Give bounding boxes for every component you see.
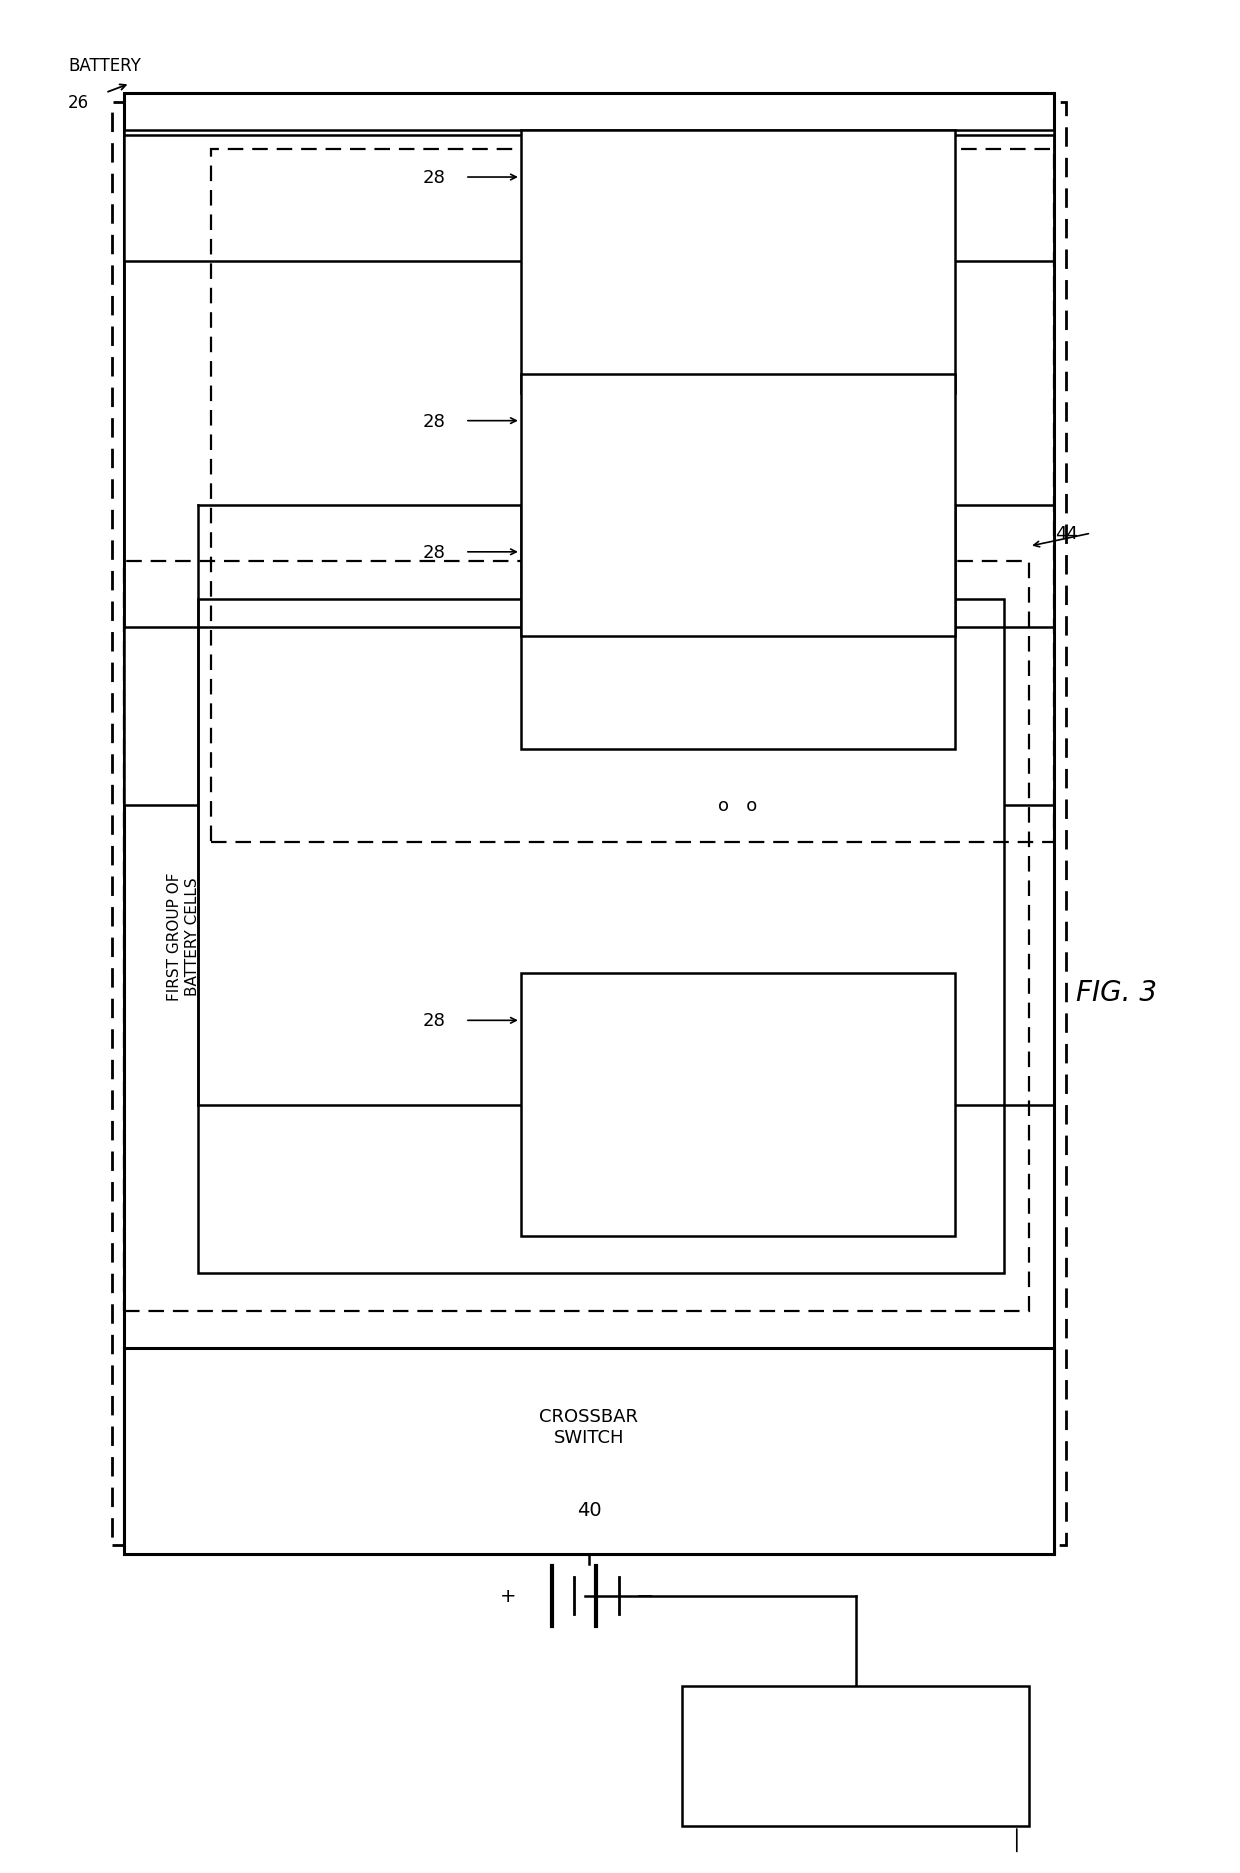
Text: o   o: o o — [718, 440, 758, 459]
Text: BATTERY
CELL: BATTERY CELL — [698, 243, 777, 281]
Text: 44: 44 — [1055, 524, 1078, 543]
Bar — [198, 599, 1004, 1274]
Text: CONTROLLER: CONTROLLER — [800, 1733, 911, 1751]
Text: FIG. 3: FIG. 3 — [1075, 980, 1157, 1006]
Text: −: − — [635, 1586, 655, 1605]
Bar — [211, 150, 1054, 843]
Bar — [521, 375, 955, 637]
Bar — [124, 562, 1029, 1311]
Text: 26: 26 — [68, 94, 89, 112]
Bar — [521, 131, 955, 393]
Text: BATTERY
CELL: BATTERY CELL — [698, 487, 777, 524]
Text: o   o: o o — [718, 796, 758, 815]
Text: BATTERY
CELL: BATTERY CELL — [698, 609, 777, 646]
Bar — [521, 974, 955, 1236]
Text: 42: 42 — [553, 534, 575, 553]
Text: FIRST GROUP OF
BATTERY CELLS
IN SERIES: FIRST GROUP OF BATTERY CELLS IN SERIES — [167, 873, 217, 1000]
Bar — [682, 1686, 1029, 1826]
Bar — [124, 94, 1054, 1555]
Bar — [124, 1349, 1054, 1555]
Text: CROSSBAR
SWITCH: CROSSBAR SWITCH — [539, 1407, 639, 1446]
Text: 40: 40 — [577, 1500, 601, 1519]
Text: o   o: o o — [755, 553, 795, 571]
Text: SECOND GROUP OF
BATTERY CELLS
IN SERIES: SECOND GROUP OF BATTERY CELLS IN SERIES — [267, 421, 316, 571]
Bar — [112, 103, 1066, 1545]
Text: 28: 28 — [423, 1011, 445, 1030]
Text: +: + — [500, 1586, 517, 1605]
Text: BATTERY: BATTERY — [68, 56, 141, 75]
Text: BATTERY
CELL: BATTERY CELL — [698, 1086, 777, 1124]
Text: 28: 28 — [423, 412, 445, 431]
Text: 28: 28 — [423, 543, 445, 562]
Text: 34: 34 — [981, 1800, 1003, 1819]
Bar — [521, 506, 955, 749]
Text: 28: 28 — [423, 169, 445, 187]
Bar — [124, 131, 1054, 805]
